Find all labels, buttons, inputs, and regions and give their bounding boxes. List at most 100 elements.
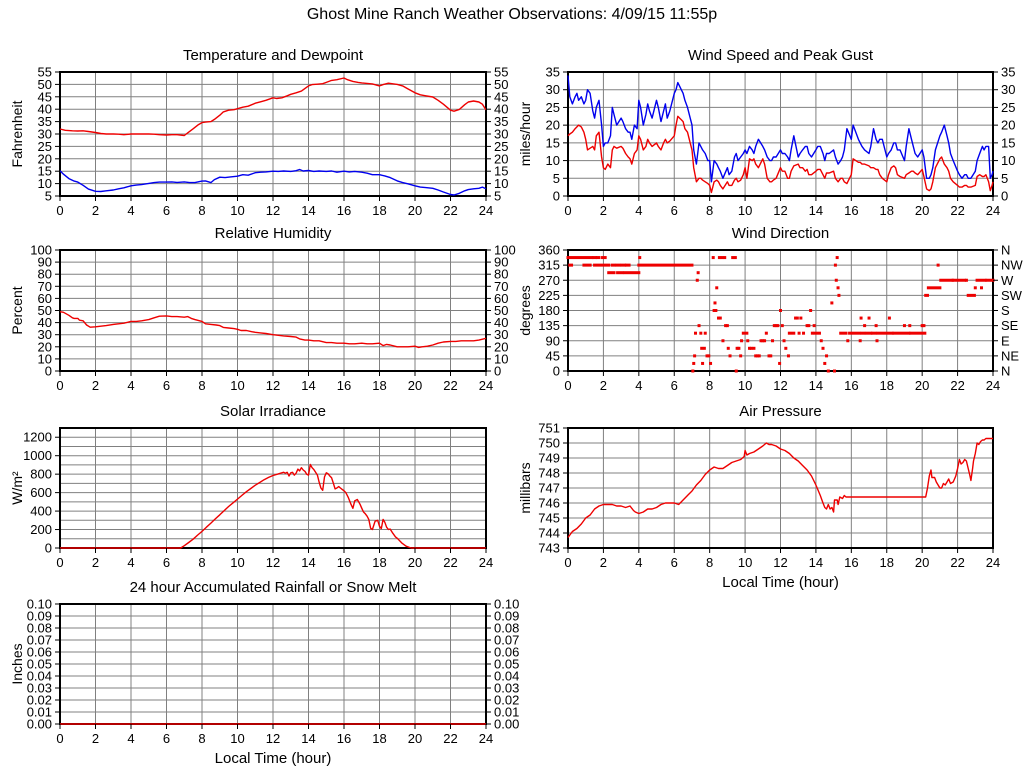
wind-direction-point xyxy=(797,331,801,335)
xtick-label: 22 xyxy=(950,203,964,218)
wind-direction-point xyxy=(699,331,703,335)
xtick-label: 0 xyxy=(56,203,63,218)
xtick-label: 18 xyxy=(880,378,894,393)
wind-direction-point xyxy=(825,354,829,358)
wind-direction-segment xyxy=(582,263,592,267)
wind-direction-point xyxy=(749,346,753,350)
xtick-label: 16 xyxy=(337,378,351,393)
wind-direction-point xyxy=(720,256,724,260)
series-air-pressure xyxy=(567,437,993,538)
wind-direction-point xyxy=(731,256,735,260)
xtick-label: 16 xyxy=(337,731,351,746)
wind-direction-point xyxy=(812,324,816,328)
x-axis-label: Local Time (hour) xyxy=(722,574,839,591)
ytick-label-right: 10 xyxy=(494,176,508,191)
ytick-label: 0.00 xyxy=(27,717,52,732)
xtick-label: 18 xyxy=(372,203,386,218)
xtick-label: 16 xyxy=(337,203,351,218)
wind-direction-segment xyxy=(892,331,911,335)
xtick-label: 10 xyxy=(738,555,752,570)
xtick-label: 0 xyxy=(564,378,571,393)
xtick-label: 4 xyxy=(635,203,642,218)
xtick-label: 20 xyxy=(915,203,929,218)
wind-direction-point xyxy=(638,256,642,260)
xtick-label: 0 xyxy=(564,555,571,570)
ytick-label: 0.05 xyxy=(27,657,52,672)
ytick-label: 50 xyxy=(38,303,52,318)
wind-direction-point xyxy=(718,316,722,320)
ytick-label: 90 xyxy=(546,333,560,348)
wind-direction-point xyxy=(887,316,891,320)
wind-direction-point xyxy=(739,354,743,358)
ytick-label: 360 xyxy=(538,243,560,258)
wind-direction-point xyxy=(837,293,841,297)
ytick-label: 600 xyxy=(30,485,52,500)
xtick-label: 2 xyxy=(92,203,99,218)
wind-direction-point xyxy=(786,354,790,358)
xtick-label: 12 xyxy=(773,555,787,570)
ytick-label: 40 xyxy=(38,102,52,117)
ytick-label-right: 0.06 xyxy=(494,645,519,660)
xtick-label: 20 xyxy=(408,378,422,393)
series-wind-speed xyxy=(567,115,994,194)
wind-direction-point xyxy=(867,316,871,320)
xtick-label: 0 xyxy=(56,555,63,570)
series-solar-irradiance xyxy=(60,463,486,549)
ytick-label-right: 0.09 xyxy=(494,609,519,624)
ytick-label-right: 30 xyxy=(494,127,508,142)
ytick-label: 747 xyxy=(538,481,560,496)
wind-direction-point xyxy=(920,324,924,328)
wind-direction-segment xyxy=(637,263,694,267)
wind-direction-point xyxy=(717,316,721,320)
y-axis-label: Percent xyxy=(9,286,25,334)
xtick-label: 10 xyxy=(230,731,244,746)
wind-direction-segment xyxy=(610,263,616,267)
wind-direction-point xyxy=(694,331,697,335)
wind-direction-point xyxy=(723,256,727,260)
ytick-label-right: 0.02 xyxy=(494,693,519,708)
xtick-label: 18 xyxy=(880,555,894,570)
wind-direction-point xyxy=(774,324,778,328)
ytick-label-right: 35 xyxy=(1001,65,1015,80)
chart-title: 24 hour Accumulated Rainfall or Snow Mel… xyxy=(130,579,418,596)
wind-direction-point xyxy=(863,324,867,328)
ytick-label: 400 xyxy=(30,504,52,519)
xtick-label: 10 xyxy=(230,378,244,393)
wind-direction-point xyxy=(823,361,827,365)
xtick-label: 24 xyxy=(479,731,493,746)
wind-direction-point xyxy=(702,346,706,350)
ytick-label: 745 xyxy=(538,511,560,526)
wind-direction-point xyxy=(795,316,799,320)
wind-direction-point xyxy=(858,339,862,343)
wind-direction-point xyxy=(780,324,784,328)
ytick-label: 180 xyxy=(538,303,560,318)
wind-direction-point xyxy=(805,324,809,328)
xtick-label: 2 xyxy=(600,203,607,218)
xtick-label: 8 xyxy=(198,555,205,570)
ytick-label-right: W xyxy=(1001,273,1014,288)
ytick-label-right: 0.08 xyxy=(494,621,519,636)
wind-direction-segment xyxy=(624,263,631,267)
series-dewpoint xyxy=(59,168,487,196)
wind-direction-point xyxy=(799,316,803,320)
wind-direction-point xyxy=(922,324,926,328)
wind-direction-point xyxy=(711,256,715,260)
xtick-label: 14 xyxy=(301,731,315,746)
wind-direction-point xyxy=(703,331,707,335)
wind-direction-point xyxy=(726,346,730,350)
wind-direction-point xyxy=(979,286,983,290)
wind-direction-segment xyxy=(839,331,848,335)
xtick-label: 12 xyxy=(266,203,280,218)
wind-direction-segment xyxy=(615,263,621,267)
xtick-label: 10 xyxy=(230,555,244,570)
ytick-label: 100 xyxy=(30,243,52,258)
ytick-label-right: 15 xyxy=(494,164,508,179)
xtick-label: 12 xyxy=(266,555,280,570)
wind-direction-segment xyxy=(601,256,607,260)
xtick-label: 18 xyxy=(372,555,386,570)
chart-rain: 0.00 0.000.01 0.010.02 0.020.03 0.030.04 0.04… xyxy=(9,579,519,767)
xtick-label: 8 xyxy=(198,731,205,746)
ytick-label: 751 xyxy=(538,421,560,436)
xtick-label: 2 xyxy=(600,378,607,393)
